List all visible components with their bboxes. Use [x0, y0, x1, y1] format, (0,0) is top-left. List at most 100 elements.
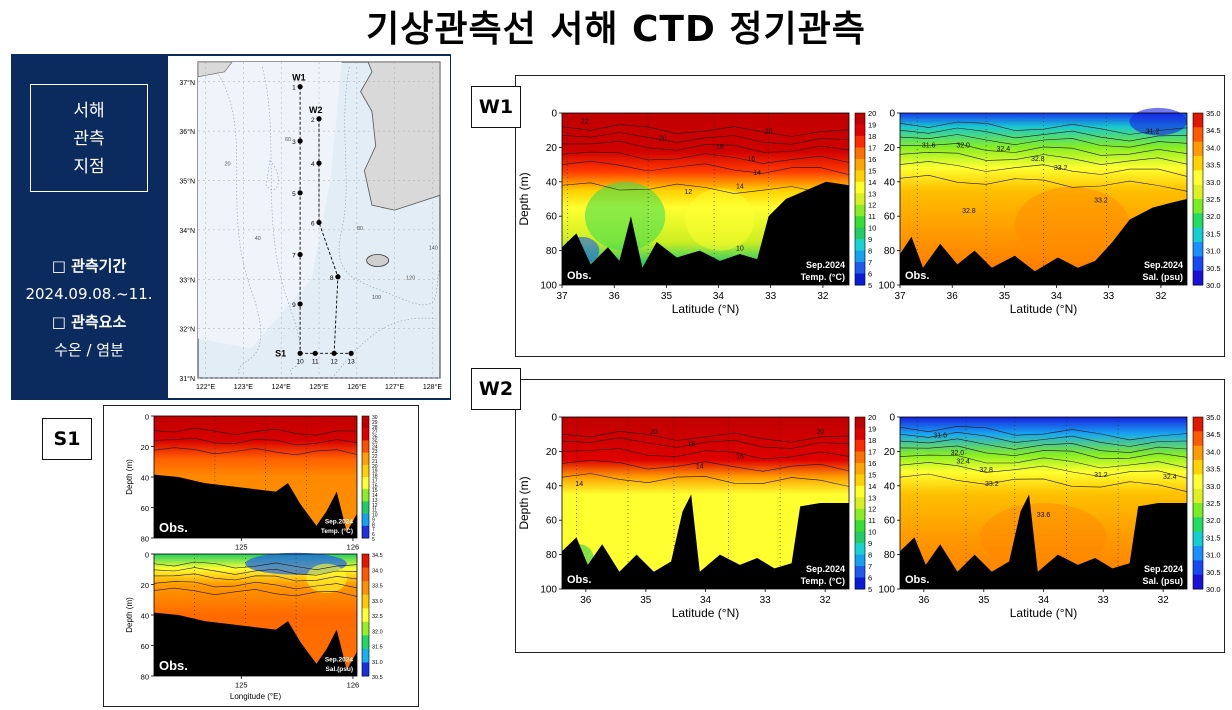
- y-tick-label: 0: [889, 413, 895, 424]
- station-marker: [316, 219, 322, 226]
- colorbar-segment: [1193, 256, 1203, 272]
- y-tick-label: 60: [884, 212, 896, 223]
- x-tick-label: 34: [700, 595, 712, 606]
- colorbar-tick: 19: [868, 120, 876, 129]
- contour-line: [561, 124, 850, 137]
- colorbar-segment: [855, 135, 865, 148]
- x-tick-label: 35: [999, 291, 1011, 302]
- colorbar-tick: 35.0: [1206, 413, 1221, 422]
- station-label: 1: [292, 85, 296, 92]
- station-label: 11: [312, 358, 319, 365]
- y-axis-label: Depth (m): [125, 597, 134, 633]
- colorbar-segment: [1193, 445, 1203, 461]
- date-label: Sep.2024: [1144, 564, 1183, 574]
- colorbar-tick: 13: [372, 498, 378, 504]
- map-jeju: [366, 254, 390, 267]
- map-land: [360, 61, 441, 211]
- colorbar-segment: [855, 158, 865, 171]
- colorbar-segment: [362, 513, 369, 527]
- map-lon-tick: 122°E: [196, 383, 215, 391]
- colorbar-segment: [1193, 270, 1203, 286]
- colorbar-tick: 34.0: [372, 568, 383, 574]
- colorbar-segment: [855, 147, 865, 160]
- x-axis-label: Longitude (°E): [230, 692, 282, 701]
- colorbar-tick: 31.5: [1206, 533, 1221, 542]
- contour-label: 32.0: [951, 450, 965, 457]
- contour-line: [899, 151, 1188, 165]
- period-value: 2024.09.08.~11.: [25, 285, 153, 303]
- y-axis-label: Depth (m): [517, 172, 531, 225]
- colorbar-segment: [362, 428, 369, 441]
- colorbar-segment: [1193, 213, 1203, 229]
- station-marker: [297, 251, 303, 258]
- section-patch: [1129, 107, 1187, 136]
- colorbar-tick: 9: [868, 235, 872, 244]
- x-tick-label: 37: [894, 291, 906, 302]
- colorbar-tick: 16: [372, 483, 378, 489]
- colorbar-segment: [362, 594, 369, 609]
- x-tick-label: 35: [640, 595, 652, 606]
- w2-line-label: W2: [309, 105, 323, 115]
- map-depth-label: 100: [372, 295, 381, 301]
- station-label: 10: [296, 358, 304, 365]
- contour-line: [561, 448, 850, 460]
- contour-label: 33.2: [1094, 197, 1108, 204]
- x-tick-label: 34: [713, 291, 725, 302]
- colorbar-tick: 17: [372, 478, 378, 484]
- x-tick-label: 36: [580, 595, 592, 606]
- colorbar-segment: [1193, 141, 1203, 157]
- x-tick-label: 32: [1155, 291, 1167, 302]
- colorbar-tick: 20: [868, 413, 876, 422]
- colorbar-segment: [1193, 560, 1203, 576]
- station-marker: [331, 350, 337, 356]
- colorbar-segment: [1193, 227, 1203, 243]
- contour-line: [899, 174, 1188, 192]
- w1-panel: 22 20 18 16 14 12 10 14 20 Obs. Sep.2024 Temp. (°C)…: [515, 75, 1225, 357]
- date-label: Sep.2024: [806, 564, 845, 574]
- y-axis-label: Depth (m): [125, 459, 134, 495]
- colorbar-tick: 18: [868, 132, 876, 141]
- colorbar-tick: 9: [868, 539, 872, 548]
- y-tick-label: 20: [884, 143, 896, 154]
- colorbar-tick: 30.0: [1206, 585, 1221, 594]
- elements-value: 수온 / 염분: [54, 341, 124, 359]
- map-lat-tick: 35°N: [179, 178, 195, 186]
- x-axis-label: Latitude (°N): [672, 606, 740, 620]
- colorbar-segment: [362, 554, 369, 569]
- seafloor: [154, 474, 357, 538]
- colorbar-segment: [1193, 431, 1203, 447]
- w2-section-line: [318, 118, 339, 354]
- colorbar-tick: 30.0: [1206, 281, 1221, 290]
- contour-label: 32.0: [956, 142, 970, 149]
- station-marker: [297, 190, 303, 196]
- contour-line: [561, 182, 850, 197]
- contour-label: 33.6: [1037, 512, 1051, 519]
- x-axis-label: Latitude (°N): [1010, 606, 1078, 620]
- colorbar-segment: [1193, 531, 1203, 547]
- date-label: Sep.2024: [1144, 260, 1183, 270]
- contour-label: 31.2: [1094, 472, 1108, 479]
- y-axis-label: Depth (m): [517, 476, 531, 529]
- contour-line: [899, 445, 1188, 460]
- contour-label: 14: [696, 464, 704, 471]
- contour-line: [153, 587, 358, 597]
- contour-label: 20: [659, 136, 667, 143]
- colorbar-segment: [362, 648, 369, 663]
- contour-line: [153, 447, 358, 456]
- x-tick-label: 126: [347, 681, 360, 690]
- contour-line: [899, 462, 1188, 479]
- station-marker: [312, 350, 318, 356]
- colorbar-tick: 16: [868, 459, 876, 468]
- map-lon-tick: 123°E: [234, 383, 253, 391]
- colorbar-tick: 28: [372, 425, 378, 431]
- colorbar-tick: 21: [372, 459, 378, 465]
- y-tick-label: 0: [889, 109, 895, 120]
- s1-panel: Obs. Sep.2024 Temp. (°C) 0 20 40 60 80 125 126 Dep…: [103, 405, 419, 707]
- colorbar-segment: [362, 489, 369, 502]
- colorbar-tick: 13: [868, 189, 876, 198]
- x-tick-label: 35: [978, 595, 990, 606]
- colorbar-segment: [362, 567, 369, 582]
- colorbar-segment: [855, 227, 865, 240]
- colorbar-tick: 32.5: [372, 614, 383, 620]
- contour-label: 14: [736, 184, 744, 191]
